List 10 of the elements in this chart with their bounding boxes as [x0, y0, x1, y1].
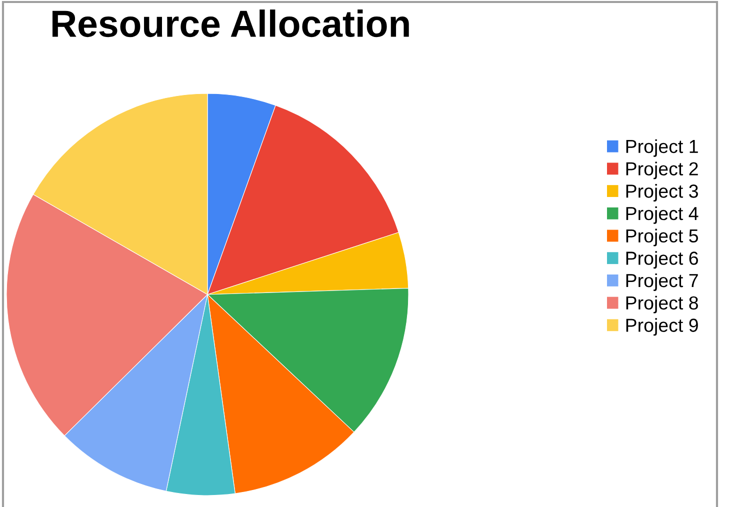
legend-label: Project 1	[626, 139, 698, 157]
legend-label: Project 8	[626, 296, 698, 314]
legend-label: Project 9	[626, 318, 698, 336]
legend-label: Project 6	[626, 251, 698, 269]
legend-label: Project 4	[626, 206, 698, 224]
legend-label: Project 2	[626, 162, 698, 180]
legend-label: Project 5	[626, 228, 698, 246]
chart-title: Resource Allocation	[52, 10, 409, 38]
legend-label: Project 7	[626, 273, 698, 291]
legend-label: Project 3	[626, 184, 698, 202]
